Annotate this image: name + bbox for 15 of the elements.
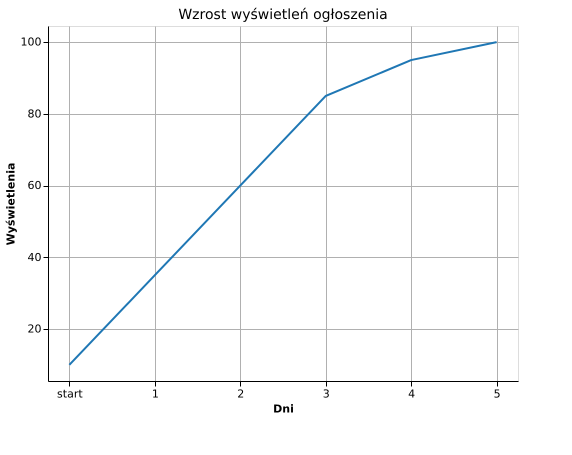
line-series <box>68 41 498 366</box>
x-tick-label: start <box>57 388 84 400</box>
x-tick-label: 2 <box>237 388 244 400</box>
x-tick-label: 3 <box>322 388 330 400</box>
x-axis-title: Dni <box>273 402 294 416</box>
x-tick-label: 5 <box>494 388 501 400</box>
x-tick-label: 1 <box>152 388 159 400</box>
y-tick-label: 60 <box>28 179 42 192</box>
y-tick-label: 80 <box>28 107 42 120</box>
y-tick-label: 100 <box>20 36 42 49</box>
y-tick-label: 40 <box>28 250 42 264</box>
y-tick-label: 20 <box>28 322 42 336</box>
y-axis-title: Wyświetlenia <box>4 162 18 246</box>
x-tick-label: 4 <box>408 388 416 400</box>
chart-title: Wzrost wyświetleń ogłoszenia <box>178 7 388 23</box>
